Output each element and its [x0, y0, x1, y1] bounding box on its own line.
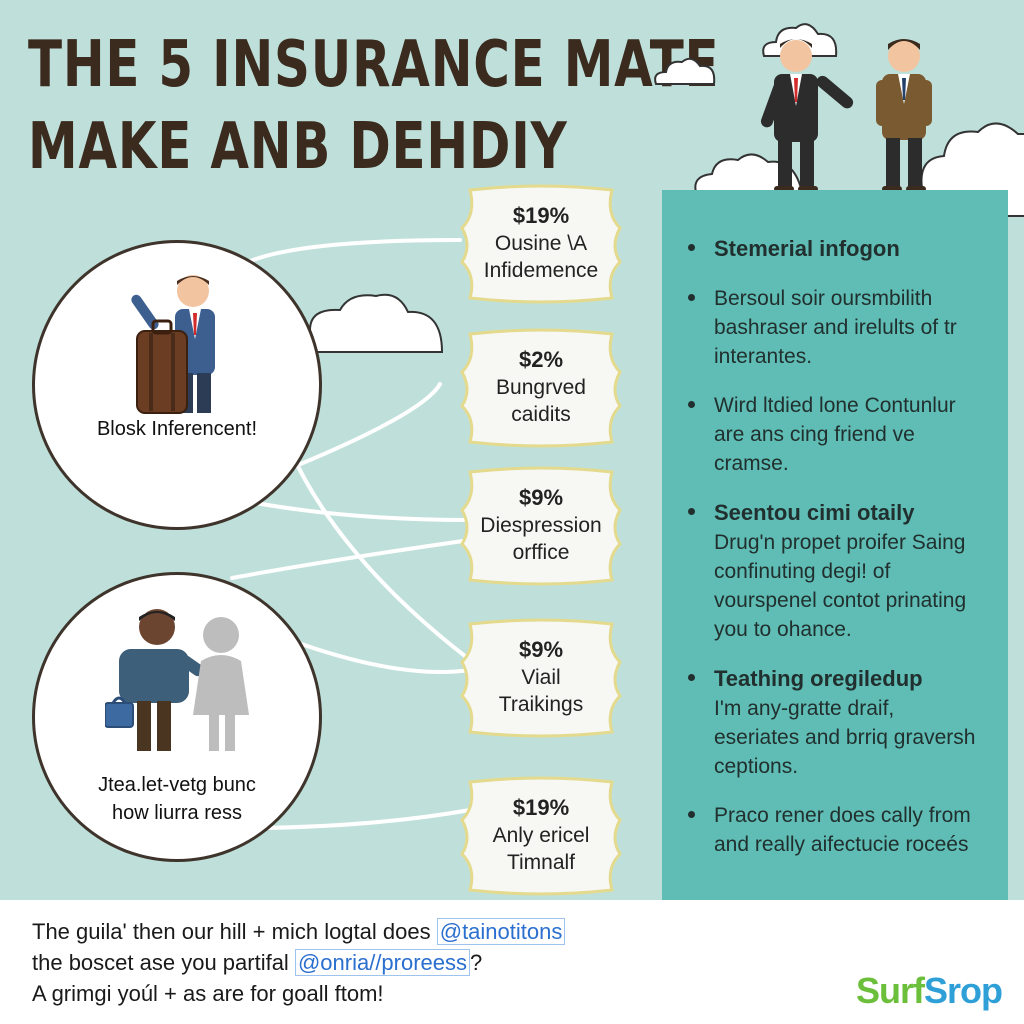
footer-link-1[interactable]: @tainotitons	[436, 918, 566, 945]
badge-line-1: Ousine \A	[494, 232, 588, 255]
traveler-circle: Blosk Inferencent!	[32, 240, 322, 530]
footer-line-2: the boscet ase you partifal @onria//pror…	[32, 947, 565, 978]
footer-line-1: The guila' then our hill + mich logtal d…	[32, 916, 566, 947]
traveler-circle-label: Blosk Inferencent!	[96, 418, 258, 440]
badge-line-2: Traikings	[498, 693, 584, 716]
panel-bullet: Seentou cimi otaily Drug'n propet proife…	[686, 498, 980, 644]
badge-line-1: Bungrved	[496, 376, 586, 399]
badge-line-2: orffice	[512, 541, 570, 564]
panel-bullet: Stemerial infogon	[686, 234, 980, 264]
badge-price: $9%	[518, 485, 564, 510]
footer-line-2-end: ?	[470, 950, 483, 975]
price-badge: $9% Viail Traikings	[456, 618, 626, 738]
footer-line-1-text: The guila' then our hill + mich logtal d…	[32, 919, 431, 944]
badge-price: $19%	[512, 203, 570, 228]
brand-logo: SurfSrop	[855, 970, 1003, 1012]
panel-bullet: Bersoul soir oursmbilith bashraser and i…	[686, 284, 980, 371]
panel-bullet: Teathing oregiledup I'm any-gratte draif…	[686, 664, 980, 781]
badge-line-1: Anly ericel	[492, 824, 590, 847]
couple-icon	[105, 609, 249, 751]
panel-bullet: Wird ltdied lone Contunlur are ans cing …	[686, 391, 980, 478]
bullet-heading: Teathing oregiledup	[714, 666, 923, 691]
couple-circle-label-line-2: how liurra ress	[111, 802, 243, 824]
badge-line-1: Viail	[521, 666, 561, 689]
panel-bullet: Praco rener does cally from and really a…	[686, 801, 980, 859]
badge-price: $9%	[518, 637, 564, 662]
infographic-title: THE 5 INSURANCE MATE MAKE ANB DEHDIY	[28, 24, 719, 188]
bullet-body: I'm any-gratte draif, eseriates and brri…	[714, 697, 976, 778]
info-panel: Stemerial infogon Bersoul soir oursmbili…	[662, 190, 1008, 930]
bullet-body: Praco rener does cally from and really a…	[714, 804, 971, 856]
businessmen-illustration	[760, 39, 932, 192]
badge-price: $19%	[512, 795, 570, 820]
bullet-body: Wird ltdied lone Contunlur are ans cing …	[714, 394, 956, 475]
bullet-heading: Stemerial infogon	[714, 236, 900, 261]
brand-part-1: Surf	[855, 970, 925, 1011]
cloud-icon	[654, 57, 716, 85]
price-badge: $19% Ousine \A Infidemence	[456, 184, 626, 304]
brand-part-2: Srop	[923, 970, 1003, 1011]
businessman-with-suitcase-icon	[131, 275, 215, 414]
bullet-body: Drug'n propet proifer Saing confinuting …	[714, 531, 967, 641]
badge-line-1: Diespression	[480, 514, 602, 537]
footer-text: The guila' then our hill + mich logtal d…	[32, 916, 566, 1009]
footer-line-3: A grimgi yoúl + as are for goall ftom!	[32, 981, 384, 1006]
couple-circle-label-line-1: Jtea.let-vetg bunc	[98, 774, 256, 796]
bullet-body: Bersoul soir oursmbilith bashraser and i…	[714, 287, 957, 368]
footer-line-2-text: the boscet ase you partifal	[32, 950, 289, 975]
title-line-2: MAKE ANB DEHDIY	[28, 110, 568, 184]
couple-circle: Jtea.let-vetg bunc how liurra ress	[32, 572, 322, 862]
footer: The guila' then our hill + mich logtal d…	[0, 900, 1024, 1024]
price-badge: $19% Anly ericel Timnalf	[456, 776, 626, 896]
couple-circle-label: Jtea.let-vetg bunc how liurra ress	[35, 771, 319, 827]
badge-price: $2%	[518, 347, 564, 372]
price-badge: $9% Diespression orffice	[456, 466, 626, 586]
badge-line-2: Timnalf	[506, 851, 576, 874]
title-line-1: THE 5 INSURANCE MATE	[28, 28, 720, 102]
price-badge: $2% Bungrved caidits	[456, 328, 626, 448]
footer-link-2[interactable]: @onria//proreess	[294, 949, 471, 976]
badge-line-2: caidits	[511, 403, 571, 426]
badge-line-2: Infidemence	[483, 259, 599, 282]
bullet-heading: Seentou cimi otaily	[714, 500, 915, 525]
cloud-icon	[762, 23, 838, 57]
